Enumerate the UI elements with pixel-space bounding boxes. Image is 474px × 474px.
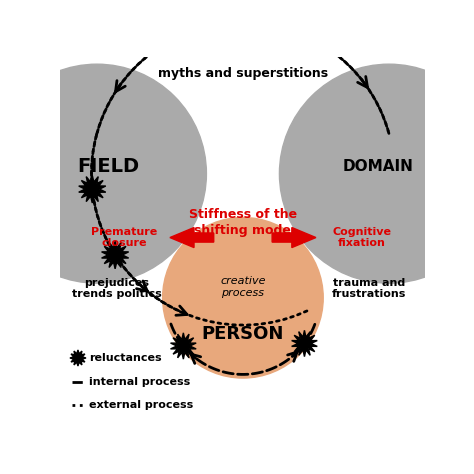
Text: creative
process: creative process bbox=[220, 275, 265, 298]
Circle shape bbox=[279, 64, 474, 283]
Text: Cognitive
fixation: Cognitive fixation bbox=[332, 227, 391, 248]
Text: reluctances: reluctances bbox=[89, 353, 162, 363]
Polygon shape bbox=[101, 241, 128, 269]
Text: FIELD: FIELD bbox=[77, 157, 139, 176]
Polygon shape bbox=[171, 333, 196, 359]
Text: myths and superstitions: myths and superstitions bbox=[158, 67, 328, 80]
Polygon shape bbox=[228, 8, 257, 37]
Polygon shape bbox=[170, 228, 214, 247]
Text: PERSON: PERSON bbox=[202, 325, 284, 343]
Polygon shape bbox=[292, 330, 317, 356]
Text: trauma and
frustrations: trauma and frustrations bbox=[332, 278, 406, 300]
Text: prejudices
trends politics: prejudices trends politics bbox=[72, 278, 162, 300]
Polygon shape bbox=[70, 350, 86, 366]
Polygon shape bbox=[272, 228, 316, 247]
Text: Premature
closure: Premature closure bbox=[91, 227, 157, 248]
Circle shape bbox=[163, 218, 323, 378]
Polygon shape bbox=[79, 175, 106, 203]
Text: Stiffness of the
shifting mode: Stiffness of the shifting mode bbox=[189, 209, 297, 237]
Text: DOMAIN: DOMAIN bbox=[343, 159, 413, 174]
Text: internal process: internal process bbox=[89, 377, 190, 387]
Circle shape bbox=[0, 64, 206, 283]
Text: external process: external process bbox=[89, 401, 193, 410]
